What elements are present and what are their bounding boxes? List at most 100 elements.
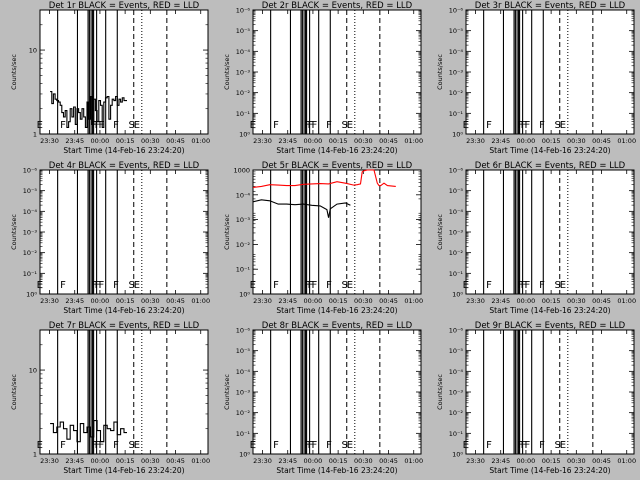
- event-flag: S: [342, 440, 348, 451]
- event-flag: F: [486, 120, 492, 131]
- panel-title: Det 9r BLACK = Events, RED = LLD: [475, 321, 626, 331]
- plot-area: [252, 169, 422, 295]
- y-axis-label: Counts/sec: [436, 54, 444, 90]
- series-red: [252, 169, 396, 188]
- x-tick-label: 23:30: [253, 297, 272, 305]
- y-tick-label: 10⁻³: [236, 389, 251, 397]
- event-flag: F: [91, 280, 97, 291]
- plot-area: [252, 9, 422, 135]
- y-tick-label: 10⁻⁴: [449, 48, 464, 56]
- event-flag: F: [273, 120, 279, 131]
- y-tick-label: 10⁻⁵: [449, 187, 464, 195]
- event-flag: F: [113, 280, 119, 291]
- x-tick-label: 00:30: [567, 457, 586, 465]
- panel-title: Det 6r BLACK = Events, RED = LLD: [475, 161, 626, 171]
- event-flag: F: [273, 440, 279, 451]
- x-axis-label: Start Time (14-Feb-16 23:24:20): [276, 146, 397, 155]
- y-tick-label: 10⁻⁴: [449, 368, 464, 376]
- x-tick-label: 23:45: [278, 137, 297, 145]
- x-tick-label: 23:30: [253, 457, 272, 465]
- y-tick-label: 10⁰: [239, 291, 250, 299]
- y-tick-label: 10⁻¹: [236, 430, 251, 438]
- event-flag: F: [524, 120, 530, 131]
- panel-det-2: Det 2r BLACK = Events, RED = LLD Counts/s…: [223, 1, 423, 155]
- panel-title: Det 4r BLACK = Events, RED = LLD: [49, 161, 200, 171]
- panel-det-1: Det 1r BLACK = Events, RED = LLD Counts/s…: [10, 1, 210, 155]
- x-tick-label: 00:30: [567, 137, 586, 145]
- x-axis-label: Start Time (14-Feb-16 23:24:20): [63, 146, 184, 155]
- event-flag: E: [37, 120, 43, 131]
- event-flag: E: [463, 280, 469, 291]
- event-flag: S: [555, 120, 561, 131]
- y-tick-label: 10⁻⁶: [236, 327, 251, 335]
- x-tick-label: 00:00: [91, 137, 110, 145]
- x-axis-label: Start Time (14-Feb-16 23:24:20): [276, 466, 397, 475]
- panel-det-3: Det 3r BLACK = Events, RED = LLD Counts/s…: [436, 1, 636, 155]
- y-tick-label: 10⁰: [239, 451, 250, 459]
- panel-det-4: Det 4r BLACK = Events, RED = LLD Counts/s…: [10, 161, 210, 315]
- event-flag: F: [311, 120, 317, 131]
- y-tick-label: 10⁻⁶: [449, 167, 464, 175]
- plot-area: [39, 329, 209, 455]
- event-flag: F: [98, 120, 104, 131]
- x-tick-label: 00:00: [304, 297, 323, 305]
- y-tick-label: 10⁰: [26, 291, 37, 299]
- y-tick-label: 10⁻⁵: [236, 27, 251, 35]
- event-flag: E: [134, 440, 140, 451]
- x-tick-label: 23:45: [491, 297, 510, 305]
- event-flag: F: [311, 440, 317, 451]
- y-tick-label: 10⁻¹: [449, 270, 464, 278]
- x-tick-label: 00:00: [304, 457, 323, 465]
- panel-title: Det 1r BLACK = Events, RED = LLD: [49, 1, 200, 11]
- x-tick-label: 00:15: [116, 457, 135, 465]
- x-tick-label: 23:45: [278, 457, 297, 465]
- event-flag: F: [308, 440, 314, 451]
- event-flag: F: [98, 440, 104, 451]
- x-tick-label: 01:00: [191, 297, 210, 305]
- x-tick-label: 23:30: [40, 297, 59, 305]
- x-tick-label: 01:00: [404, 297, 423, 305]
- event-flag: E: [134, 120, 140, 131]
- x-tick-label: 23:45: [491, 137, 510, 145]
- y-tick-label: 10⁻⁴: [236, 368, 251, 376]
- y-tick-label: 10⁻³: [449, 389, 464, 397]
- event-flag: E: [347, 440, 353, 451]
- event-flag: E: [463, 440, 469, 451]
- x-tick-label: 23:45: [65, 137, 84, 145]
- event-flag: F: [486, 440, 492, 451]
- y-axis-label: Counts/sec: [223, 214, 231, 250]
- event-flag: F: [60, 120, 66, 131]
- event-flag: E: [463, 120, 469, 131]
- x-axis-label: Start Time (14-Feb-16 23:24:20): [63, 466, 184, 475]
- event-flag: F: [91, 440, 97, 451]
- plot-area: [39, 169, 209, 295]
- y-tick-label: 10⁻³: [236, 69, 251, 77]
- y-tick-label: 10⁻⁶: [236, 7, 251, 15]
- plot-area: [465, 329, 635, 455]
- x-tick-label: 01:00: [404, 137, 423, 145]
- x-tick-label: 23:30: [466, 137, 485, 145]
- event-flag: S: [555, 280, 561, 291]
- y-tick-label: 10: [29, 47, 37, 55]
- event-flag: F: [304, 120, 310, 131]
- x-axis-label: Start Time (14-Feb-16 23:24:20): [489, 466, 610, 475]
- y-tick-label: 10⁻²: [236, 89, 251, 97]
- y-tick-label: 10⁻²: [449, 409, 464, 417]
- y-tick-label: 10⁻²: [449, 249, 464, 257]
- event-flag: F: [308, 120, 314, 131]
- event-flag: F: [113, 440, 119, 451]
- x-tick-label: 01:00: [191, 457, 210, 465]
- y-tick-label: 10⁻⁵: [449, 27, 464, 35]
- event-flag: S: [129, 280, 135, 291]
- event-flag: F: [308, 280, 314, 291]
- event-flag: S: [129, 440, 135, 451]
- y-tick-label: 10⁻¹: [23, 270, 38, 278]
- y-tick-label: 10⁰: [452, 451, 463, 459]
- x-tick-label: 23:30: [253, 137, 272, 145]
- y-tick-label: 10⁻²: [236, 409, 251, 417]
- x-tick-label: 23:45: [491, 457, 510, 465]
- panel-title: Det 5r BLACK = Events, RED = LLD: [262, 161, 413, 171]
- event-flag: S: [342, 280, 348, 291]
- x-tick-label: 00:30: [141, 457, 160, 465]
